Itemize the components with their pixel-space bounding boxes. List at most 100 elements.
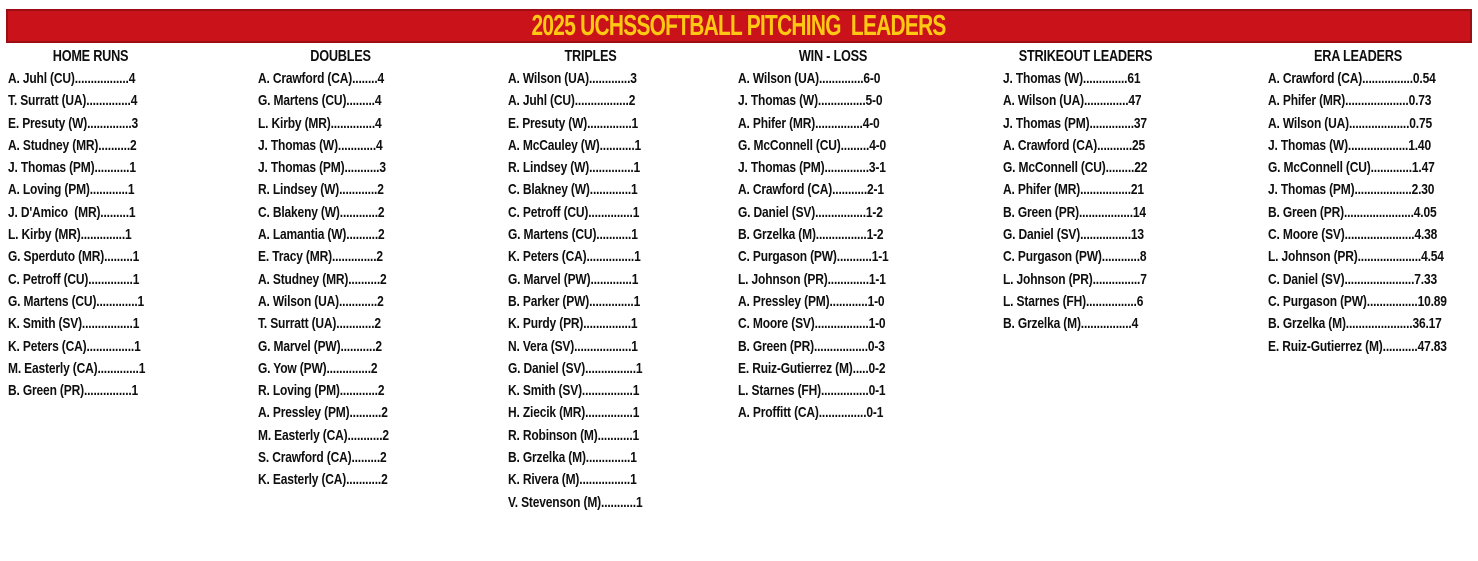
player-name: S. Crawford (CA) [258,449,352,467]
player-name: J. Thomas (PM) [1003,114,1090,132]
stat-value: 1 [631,226,638,244]
player-name: B. Green (PR) [8,382,84,400]
stat-row: G. Yow (PW)..............2 [258,358,390,380]
player-name: B. Green (PR) [738,337,814,355]
stat-value: 1-2 [866,226,884,244]
dot-leader: ............ [339,382,378,400]
stat-value: 1 [630,315,638,333]
stat-value: 47 [1128,92,1142,110]
stat-row: R. Loving (PM)............2 [258,380,390,402]
stat-row: G. Sperduto (MR).........1 [8,246,145,268]
dot-leader: ............. [589,181,632,199]
player-name: G. Daniel (SV) [508,359,586,377]
dot-leader: .................... [1345,92,1409,110]
stat-row: J. Thomas (W)...............5-0 [738,90,890,112]
player-name: B. Green (PR) [1268,203,1344,221]
player-name: G. McConnell (CU) [738,136,841,154]
stat-row: R. Lindsey (W)..............1 [508,157,642,179]
stat-value: 7.33 [1414,270,1438,288]
player-name: G. Martens (CU) [8,292,97,310]
stat-row: K. Rivera (M)................1 [508,469,642,491]
stat-value: 1 [134,337,141,355]
stat-value: 3 [131,114,139,132]
stat-value: 1 [132,248,140,266]
stat-row: C. Moore (SV)......................4.38 [1268,224,1447,246]
stat-value: 0-2 [868,359,886,377]
stat-row: A. Juhl (CU).................2 [508,90,642,112]
dot-leader: ............. [827,270,869,288]
dot-leader: ........... [1382,337,1418,355]
dot-leader: ........... [346,471,382,489]
stat-row: J. D'Amico (MR).........1 [8,202,145,224]
stat-row: J. Thomas (W)...................1.40 [1268,135,1447,157]
stat-row: V. Stevenson (M)...........1 [508,492,643,514]
stat-value: 4 [374,92,382,110]
stat-value: 61 [1127,70,1141,87]
stat-value: 2 [380,449,387,467]
player-name: T. Surratt (UA) [258,315,337,333]
stat-row: G. McConnell (CU).........4-0 [738,135,890,157]
stat-row: K. Smith (SV)................1 [8,313,145,335]
dot-leader: ................. [574,92,629,110]
stat-value: 36.17 [1412,315,1442,333]
stat-row: A. Wilson (UA)..............47 [1003,90,1147,112]
player-name: E. Presuty (W) [8,114,88,132]
stat-row: T. Surratt (UA)............2 [258,313,390,335]
stat-row: A. Crawford (CA)...........25 [1003,135,1147,157]
player-name: J. D'Amico (MR) [8,203,101,221]
stat-value: 1 [635,359,643,377]
dot-leader: ................. [813,337,868,355]
stat-row: M. Easterly (CA).............1 [8,358,145,380]
stat-value: 1 [129,159,136,177]
stat-value: 4 [375,114,382,132]
stat-value: 1 [631,337,638,355]
player-name: E. Presuty (W) [508,114,588,132]
player-name: G. Sperduto (MR) [8,248,105,266]
dot-leader: ......... [840,136,870,154]
dot-leader: ......... [346,92,375,110]
player-name: B. Grzelka (M) [1003,315,1081,333]
stat-value: 8 [1139,248,1147,266]
stat-row: E. Tracy (MR)..............2 [258,246,390,268]
player-name: C. Petroff (CU) [508,203,589,221]
player-name: C. Petroff (CU) [8,270,89,288]
player-name: A. Wilson (UA) [1003,92,1084,110]
stat-value: 1-1 [868,270,886,288]
stat-row: J. Thomas (PM)...........3 [258,157,390,179]
stat-row: A. Crawford (CA)................0.54 [1268,68,1447,90]
stat-row: A. Pressley (PM)............1-0 [738,291,890,313]
stat-row: A. Studney (MR)..........2 [8,135,145,157]
dot-leader: ............ [336,315,375,333]
stat-value: 6 [1136,292,1144,310]
stat-row: G. Marvel (PW)...........2 [258,336,390,358]
player-name: J. Thomas (PM) [1268,181,1355,199]
dot-leader: ........... [597,426,633,444]
dot-leader: ............. [590,270,632,288]
dot-leader: ............ [829,292,868,310]
dot-leader: ............. [588,70,631,87]
player-name: A. Proffitt (CA) [738,404,819,422]
column-strikeout-leaders: STRIKEOUT LEADERS J. Thomas (W)..........… [1003,48,1183,336]
player-name: C. Moore (SV) [1268,226,1345,244]
player-name: H. Ziecik (MR) [508,404,586,422]
stat-value: 1 [138,359,146,377]
dot-leader: ............... [818,404,867,422]
stat-row: A. Proffitt (CA)...............0-1 [738,402,890,424]
player-name: A. Wilson (UA) [508,70,589,87]
column-header: WIN - LOSS [798,48,868,65]
dot-leader: .............. [818,70,864,87]
dot-leader: ................ [581,382,633,400]
stat-value: 0-1 [866,404,884,422]
dot-leader: ......... [104,248,133,266]
player-name: A. Wilson (UA) [1268,114,1349,132]
dot-leader: ...................... [1344,226,1415,244]
player-name: K. Peters (CA) [8,337,87,355]
stat-row: K. Smith (SV)................1 [508,380,642,402]
dot-leader: ......... [1105,159,1135,177]
stat-row: C. Daniel (SV)......................7.33 [1268,269,1447,291]
dot-leader: ............... [817,92,866,110]
dot-leader: ............ [1101,248,1140,266]
stat-row: A. Wilson (UA)............2 [258,291,390,313]
player-name: J. Thomas (W) [1268,136,1348,154]
player-name: C. Blakney (W) [508,181,590,199]
